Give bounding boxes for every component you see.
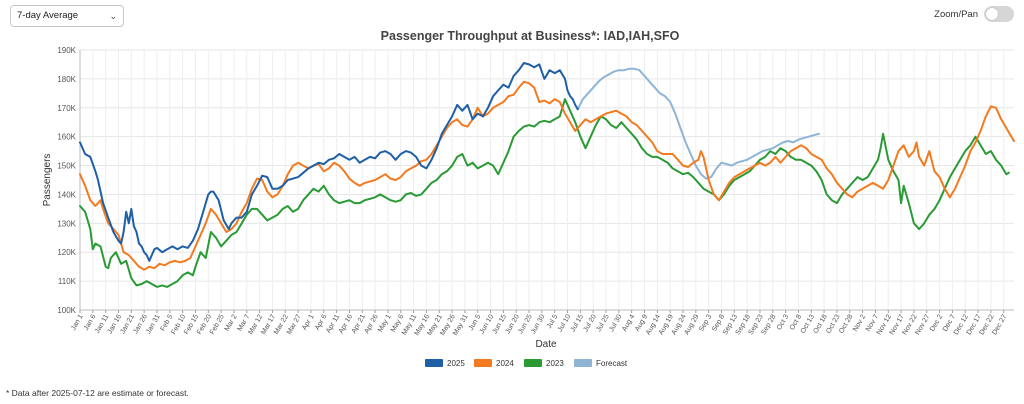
legend-label: Forecast bbox=[596, 359, 628, 368]
zoom-pan-label: Zoom/Pan bbox=[934, 8, 978, 20]
legend-label: 2025 bbox=[447, 359, 465, 368]
y-tick-label: 110K bbox=[58, 277, 77, 286]
average-window-select[interactable]: 7-day Average ⌄ bbox=[10, 5, 124, 27]
y-tick-label: 170K bbox=[57, 104, 76, 113]
series-line-2024 bbox=[79, 80, 1015, 271]
grid-layer bbox=[79, 49, 1014, 311]
legend-swatch bbox=[425, 359, 443, 367]
legend-swatch bbox=[524, 359, 542, 367]
y-tick-label: 190K bbox=[57, 46, 76, 55]
chevron-down-icon: ⌄ bbox=[109, 11, 117, 21]
data-footnote: * Data after 2025-07-12 are estimate or … bbox=[6, 388, 189, 398]
y-tick-label: 150K bbox=[57, 162, 76, 171]
y-tick-label: 120K bbox=[57, 248, 76, 257]
chart-title: Passenger Throughput at Business*: IAD,I… bbox=[381, 29, 680, 43]
series-line-2023 bbox=[79, 98, 1010, 288]
zoom-pan-toggle[interactable] bbox=[984, 6, 1014, 22]
y-tick-label: 180K bbox=[57, 75, 76, 84]
legend-label: 2024 bbox=[496, 359, 514, 368]
y-axis-title: Passengers bbox=[42, 154, 53, 207]
zoom-pan-control: Zoom/Pan bbox=[934, 6, 1014, 22]
y-tick-label: 100K bbox=[57, 306, 76, 315]
y-tick-label: 160K bbox=[57, 133, 76, 142]
average-window-value: 7-day Average bbox=[17, 10, 79, 21]
chart-legend: 2025 2024 2023 Forecast bbox=[425, 359, 628, 368]
legend-swatch bbox=[574, 359, 592, 367]
series-line-2025 bbox=[79, 62, 579, 262]
series-layer bbox=[79, 62, 1015, 288]
legend-swatch bbox=[474, 359, 492, 367]
toggle-knob bbox=[986, 8, 998, 20]
y-tick-label: 140K bbox=[57, 190, 76, 199]
x-axis-title: Date bbox=[535, 339, 557, 350]
legend-label: 2023 bbox=[546, 359, 564, 368]
series-line-forecast bbox=[576, 67, 820, 180]
y-tick-label: 130K bbox=[57, 219, 76, 228]
